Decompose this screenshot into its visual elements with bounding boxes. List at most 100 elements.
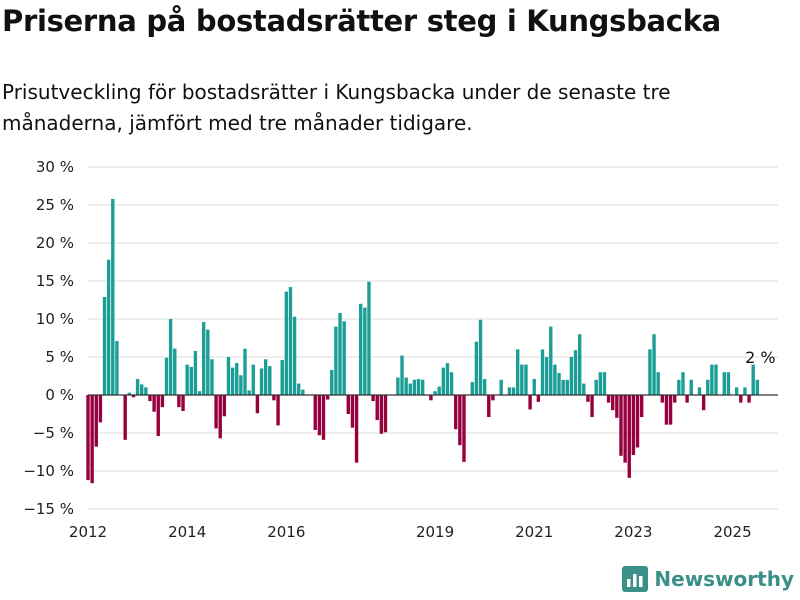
bar-2016-08 <box>313 395 317 430</box>
bar-2017-08 <box>363 307 367 395</box>
bar-2022-10 <box>619 395 623 456</box>
bar-2016-10 <box>321 395 326 440</box>
chart-title: Priserna på bostadsrätter steg i Kungsba… <box>2 4 721 38</box>
bar-2018-12 <box>429 395 433 401</box>
brand-name: Newsworthy <box>654 567 794 591</box>
bar-2015-11 <box>276 395 280 426</box>
bar-2024-05 <box>697 387 702 395</box>
bar-2018-08 <box>412 379 417 395</box>
bar-2017-10 <box>371 395 375 402</box>
bar-2014-05 <box>201 322 206 395</box>
bar-2020-10 <box>520 364 524 395</box>
bar-2014-03 <box>193 350 198 395</box>
bar-2014-04 <box>197 391 202 395</box>
bar-2017-09 <box>367 281 371 395</box>
y-tick-label: 15 % <box>36 272 74 290</box>
latest-value-label: 2 % <box>745 348 775 367</box>
bar-2017-02 <box>338 312 342 395</box>
bar-2019-05 <box>449 372 454 395</box>
bar-2018-07 <box>408 383 412 395</box>
y-axis-ticks: −15 % −10 % −5 % 0 % 5 % 10 % 15 % 20 % 25 % 30 % <box>23 158 74 518</box>
bar-2021-09 <box>565 379 569 395</box>
bar-2012-07 <box>111 198 115 395</box>
bar-2013-01 <box>135 379 140 395</box>
bar-2013-11 <box>177 395 181 408</box>
y-tick-label: 10 % <box>36 310 74 328</box>
bar-2014-11 <box>226 357 231 395</box>
bar-2017-11 <box>375 395 379 421</box>
bar-2013-08 <box>164 357 169 395</box>
bar-2023-08 <box>660 395 665 403</box>
bar-2022-06 <box>602 372 607 395</box>
bar-2019-02 <box>437 386 441 395</box>
bar-2020-09 <box>516 349 520 395</box>
bar-2024-06 <box>701 395 706 411</box>
bar-2020-12 <box>528 395 532 410</box>
bar-2022-11 <box>623 395 627 463</box>
bar-2023-01 <box>631 395 636 456</box>
bar-2021-08 <box>561 379 565 395</box>
bar-2019-10 <box>470 382 474 395</box>
bar-2013-06 <box>156 395 160 437</box>
bar-2022-04 <box>594 379 598 395</box>
bar-2022-08 <box>611 395 615 411</box>
brand-logo: Newsworthy <box>622 566 794 592</box>
bar-2013-10 <box>173 348 177 395</box>
bar-2017-06 <box>354 395 359 463</box>
bar-2020-02 <box>487 395 491 418</box>
x-tick-label: 2014 <box>168 523 206 540</box>
bar-2018-05 <box>400 355 404 395</box>
bar-2014-12 <box>230 367 235 395</box>
bar-2024-03 <box>689 379 693 395</box>
bar-2022-01 <box>582 383 586 395</box>
y-tick-label: 5 % <box>45 348 74 366</box>
bar-2021-11 <box>573 350 578 395</box>
bar-2014-09 <box>218 395 222 439</box>
bar-2023-11 <box>673 395 677 403</box>
bar-2015-06 <box>255 395 260 414</box>
bar-2019-01 <box>433 391 437 395</box>
bar-2019-03 <box>441 367 446 395</box>
bar-2019-08 <box>462 395 466 462</box>
bar-2019-11 <box>474 341 479 395</box>
x-axis-ticks: 2012 2014 2016 2019 2021 2023 2025 <box>69 523 752 540</box>
bar-2018-01 <box>383 395 388 433</box>
bar-2013-07 <box>160 395 165 408</box>
bar-2018-06 <box>404 377 408 395</box>
bar-2019-12 <box>478 319 483 395</box>
bar-2013-09 <box>168 319 173 395</box>
y-tick-label: 0 % <box>45 386 74 404</box>
bar-2023-05 <box>648 349 652 395</box>
bar-2012-04 <box>98 395 103 423</box>
bar-2014-07 <box>210 359 214 395</box>
bar-2020-08 <box>511 387 516 395</box>
bar-2017-07 <box>359 303 363 395</box>
bar-2012-10 <box>123 395 127 440</box>
bar-2014-06 <box>206 329 210 395</box>
bar-2025-06 <box>751 364 755 395</box>
bar-2015-04 <box>247 390 251 395</box>
bar-2015-08 <box>263 359 268 395</box>
bar-2016-02 <box>288 287 293 395</box>
bar-2015-05 <box>251 364 255 395</box>
bar-2024-12 <box>726 372 731 395</box>
bar-2025-04 <box>743 387 747 395</box>
bar-2015-03 <box>243 348 247 395</box>
bar-2022-07 <box>606 395 611 403</box>
bar-2015-01 <box>235 363 239 395</box>
bar-2020-07 <box>507 387 512 395</box>
bar-2024-02 <box>685 395 689 403</box>
bar-2020-11 <box>524 364 528 395</box>
bar-2017-04 <box>346 395 350 414</box>
bar-2015-12 <box>280 360 284 395</box>
bar-chart: −15 % −10 % −5 % 0 % 5 % 10 % 15 % 20 % 25 % 30 %… <box>23 158 778 540</box>
bar-2024-01 <box>681 372 685 395</box>
bar-2024-08 <box>710 364 714 395</box>
x-tick-label: 2025 <box>713 523 751 540</box>
bar-2021-07 <box>557 372 561 395</box>
bar-2012-02 <box>90 395 94 484</box>
bar-2022-03 <box>590 395 594 418</box>
bar-2023-07 <box>656 372 660 395</box>
bar-2021-06 <box>553 364 557 395</box>
bar-2012-08 <box>115 341 119 395</box>
